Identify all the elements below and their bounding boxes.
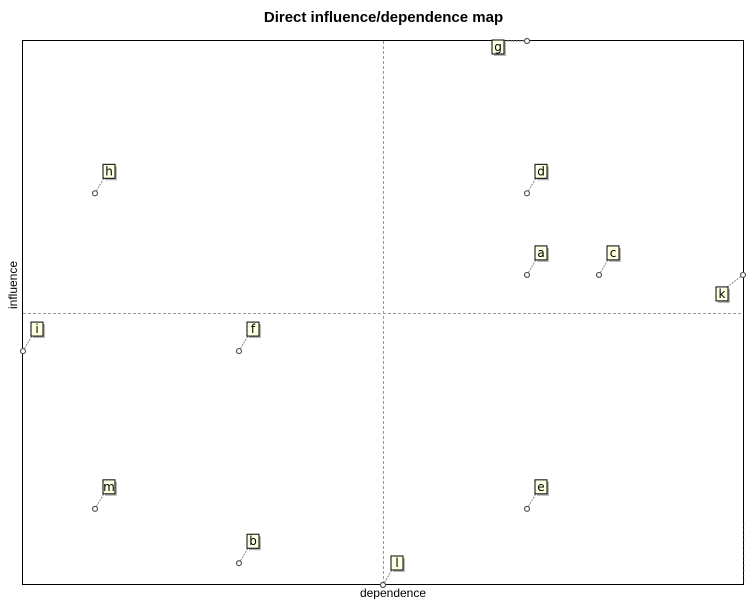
points-layer: g h d a c k i f m e b l	[19, 37, 747, 589]
point-marker	[19, 347, 27, 355]
point-marker	[235, 347, 243, 355]
label-box	[390, 555, 404, 571]
point-e: e	[523, 479, 549, 512]
point-g: g	[491, 37, 531, 56]
label-box	[491, 39, 505, 55]
point-label: a	[537, 246, 544, 260]
point-label: l	[395, 556, 398, 570]
svg-text:· · · · · · · · · · · ·: · · · · · · · · · · · ·	[740, 524, 749, 583]
point-i: i	[19, 321, 45, 355]
y-axis-label: influence	[6, 261, 20, 309]
point-l: l	[379, 555, 405, 589]
leader-line	[238, 545, 250, 564]
chart-title: Direct influence/dependence map	[263, 9, 504, 26]
point-d: d	[523, 163, 549, 197]
point-h: h	[91, 163, 117, 197]
point-marker	[379, 581, 387, 589]
label-box	[30, 321, 44, 337]
leader-line	[238, 333, 250, 352]
point-label: f	[251, 322, 256, 336]
point-label: e	[537, 480, 544, 494]
leader-line	[598, 257, 610, 276]
leader-line	[22, 333, 34, 352]
label-box	[102, 479, 116, 495]
label-box	[102, 163, 116, 179]
leader-line	[526, 257, 538, 276]
point-marker	[91, 505, 99, 512]
point-marker	[739, 271, 747, 279]
leader-line	[526, 176, 538, 194]
point-marker	[523, 37, 531, 45]
point-f: f	[235, 321, 261, 355]
point-marker	[523, 190, 531, 197]
point-label: g	[494, 40, 502, 54]
point-k: k	[715, 271, 747, 303]
x-axis-label: dependence	[360, 586, 426, 599]
point-label: c	[610, 246, 617, 260]
leader-line	[94, 176, 106, 194]
label-box	[246, 533, 260, 549]
point-m: m	[91, 479, 117, 512]
leader-line	[526, 491, 538, 510]
point-label: i	[35, 322, 38, 336]
point-a: a	[523, 245, 549, 279]
point-marker	[523, 271, 531, 279]
leader-line	[382, 567, 394, 586]
label-box	[606, 245, 620, 261]
point-label: d	[537, 164, 545, 178]
label-box	[246, 321, 260, 337]
point-label: h	[105, 164, 113, 178]
point-label: b	[249, 534, 257, 548]
label-box	[715, 286, 729, 302]
point-c: c	[595, 245, 621, 279]
side-watermark: · · · · · · · · · · · ·	[740, 524, 749, 583]
label-box	[534, 245, 548, 261]
point-marker	[235, 560, 243, 567]
point-marker	[595, 271, 603, 279]
point-label: m	[103, 480, 115, 494]
leader-line	[725, 274, 744, 289]
point-label: k	[719, 287, 726, 301]
point-b: b	[235, 533, 261, 567]
leader-line	[94, 491, 106, 510]
point-marker	[91, 190, 99, 197]
label-box	[534, 163, 548, 179]
label-box	[534, 479, 548, 495]
point-marker	[523, 505, 531, 512]
